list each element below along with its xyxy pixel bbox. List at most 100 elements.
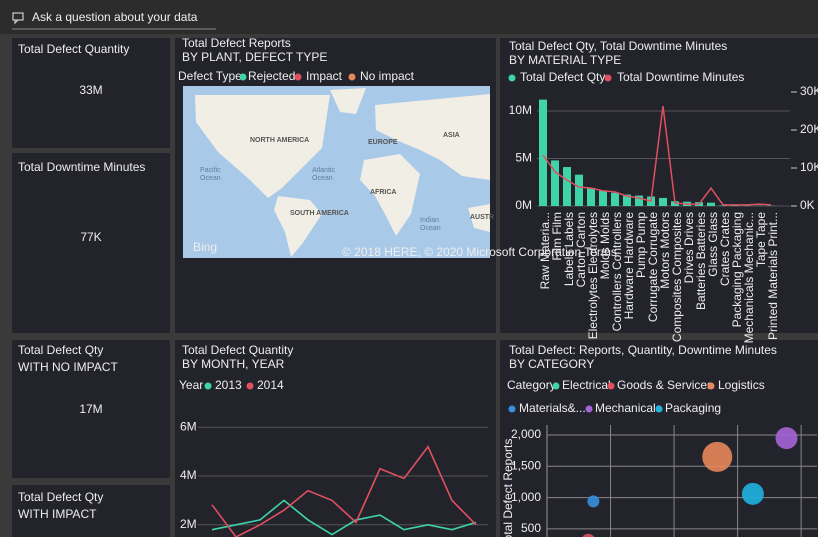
line (211, 499, 477, 536)
card-value: 17M (79, 402, 102, 416)
x-tick-label: Hardware Hardware (622, 212, 636, 320)
bar (599, 190, 607, 206)
legend-label: Total Downtime Minutes (617, 70, 744, 84)
legend-label: Packaging (665, 401, 721, 415)
y-tick-label: 6M (180, 419, 197, 433)
legend-label: Electrical (562, 378, 611, 392)
y-tick-label: 5M (515, 151, 532, 165)
legend-title: Year (179, 378, 203, 392)
legend-marker (508, 74, 516, 82)
legend-marker (707, 382, 715, 390)
legend-title: Category (507, 378, 556, 392)
map-label: NORTH AMERICA (250, 137, 309, 144)
x-tick-label: Crates Crates (718, 212, 732, 286)
legend-marker (204, 382, 212, 390)
card-title: WITH NO IMPACT (18, 360, 118, 374)
y2-tick-label: 10K (800, 160, 818, 174)
y-tick-label: 2,000 (511, 427, 541, 441)
card-title: Total Downtime Minutes (18, 160, 145, 174)
chart-subtitle: BY MONTH, YEAR (182, 357, 285, 371)
chart-subtitle: BY CATEGORY (509, 357, 594, 371)
qna-input[interactable]: Ask a question about your data (32, 10, 198, 24)
y-tick-label: 1,000 (511, 490, 541, 504)
map-label: ASIA (443, 132, 460, 139)
x-tick-label: Glass Glass (706, 212, 720, 277)
x-tick-label: Packaging Packaging (730, 212, 744, 327)
card-title: Total Defect Quantity (18, 42, 129, 56)
y-tick-label: 0M (515, 198, 532, 212)
qna-bar (0, 0, 818, 34)
bar (551, 160, 559, 206)
map-label: Pacific Ocean (200, 167, 221, 182)
x-tick-label: Tape Tape (754, 212, 768, 267)
x-tick-label: Film Film (550, 212, 564, 261)
map-label: Atlantic Ocean (312, 167, 335, 182)
y2-tick-label: 0K (800, 198, 815, 212)
legend-label: 2014 (257, 378, 284, 392)
legend-label: Mechanicals (595, 401, 662, 415)
legend-marker (552, 382, 560, 390)
bar (707, 202, 715, 206)
bar (563, 167, 571, 206)
map-label: SOUTH AMERICA (290, 210, 349, 217)
map-copyright: © 2018 HERE, © 2020 Microsoft Corporatio… (342, 245, 617, 259)
legend-label: Rejected (248, 69, 295, 83)
chart-title: Total Defect Qty, Total Downtime Minutes (509, 39, 727, 53)
y-tick-label: 4M (180, 468, 197, 482)
legend-label: Total Defect Qty (520, 70, 605, 84)
legend-title: Defect Type (178, 69, 242, 83)
legend-label: Goods & Services (617, 378, 713, 392)
bubble (702, 441, 733, 472)
legend-marker (239, 73, 247, 81)
y-tick-label: 2M (180, 517, 197, 531)
x-tick-label: Corrugate Corrugate (646, 212, 660, 322)
x-tick-label: Molds Molds (598, 212, 612, 279)
legend-marker (604, 74, 612, 82)
bar (539, 99, 547, 206)
y2-tick-label: 30K (800, 84, 818, 98)
line (211, 445, 477, 537)
map-label: AFRICA (370, 189, 396, 196)
card-title: Total Defect Qty (18, 490, 103, 504)
world-map[interactable] (183, 86, 490, 258)
card-title: Total Defect Qty (18, 343, 103, 357)
x-tick-label: Labels Labels (562, 212, 576, 286)
tile (12, 38, 170, 148)
map-label: EUROPE (368, 139, 398, 146)
line (542, 105, 772, 206)
map-label: AUSTR (470, 214, 494, 221)
x-tick-label: Electrolytes Electrolytes (586, 212, 600, 339)
legend-marker (294, 73, 302, 81)
bubble (587, 495, 600, 508)
x-tick-label: Controllers Controllers (610, 212, 624, 331)
bar (659, 197, 667, 206)
tile (500, 340, 818, 537)
x-tick-label: Mechanicals Mechanic... (742, 212, 756, 343)
bar (623, 194, 631, 206)
bubble (775, 427, 798, 450)
x-tick-label: Batteries Batteries (694, 212, 708, 310)
bubble (582, 533, 595, 537)
legend-label: Logistics (718, 378, 765, 392)
x-tick-label: Pump Pump (634, 212, 648, 278)
x-tick-label: Composites Composites (670, 212, 684, 342)
tile (12, 485, 170, 537)
y-tick-label: 10M (509, 103, 532, 117)
x-tick-label: Drives Drives (682, 212, 696, 283)
legend-label: Materials&... (519, 401, 586, 415)
x-tick-label: Raw Materia... (538, 212, 552, 289)
chart-title: Total Defect Reports (182, 36, 291, 50)
chart-title: Total Defect: Reports, Quantity, Downtim… (509, 343, 777, 357)
legend-label: No impact (360, 69, 415, 83)
legend-label: 2013 (215, 378, 242, 392)
legend-marker (607, 382, 615, 390)
x-tick-label: Printed Materials Print... (766, 212, 780, 340)
map-attribution: Bing (193, 240, 217, 254)
tile (12, 340, 170, 478)
bar (575, 174, 583, 206)
map-label: Indian Ocean (420, 217, 441, 232)
y-axis-title: Total Defect Reports (501, 439, 515, 537)
bubble (741, 482, 764, 505)
x-tick-label: Motors Motors (658, 212, 672, 289)
